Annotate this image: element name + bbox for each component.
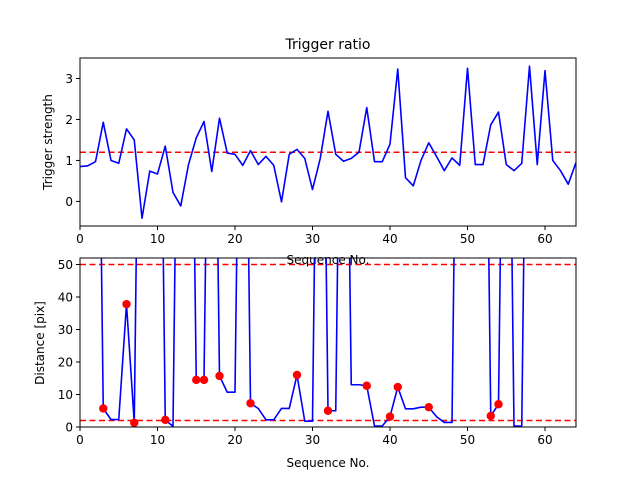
series-line (80, 65, 576, 220)
x-tick-label: 60 (537, 433, 552, 447)
y-tick-label: 0 (65, 421, 73, 435)
x-tick-label: 10 (150, 433, 165, 447)
data-point (424, 402, 433, 412)
x-tick-label: 20 (227, 433, 242, 447)
x-tick-label: 50 (460, 433, 475, 447)
data-point (130, 418, 139, 427)
y-tick-label: 10 (58, 388, 73, 402)
distance-chart: Distance [pix] Sequence No. 0 10 20 30 40 50 6… (33, 257, 577, 470)
axes-frame (79, 257, 577, 428)
y-tick-label: 1 (65, 154, 73, 168)
y-tick-label: 40 (58, 291, 73, 305)
x-tick-label: 30 (305, 232, 320, 246)
x-tick-label: 20 (227, 232, 242, 246)
y-tick-label: 0 (65, 195, 73, 209)
data-point (122, 299, 131, 309)
data-point (199, 375, 209, 385)
plot-area (80, 65, 576, 220)
x-tick-label: 0 (76, 232, 84, 246)
data-point (323, 406, 333, 415)
y-tick-label: 30 (58, 323, 73, 337)
x-tick-label: 50 (460, 232, 475, 246)
x-axis-label: Sequence No. (287, 253, 370, 267)
data-point (362, 381, 371, 390)
plot-area (80, 258, 576, 427)
y-tick-label: 50 (58, 258, 73, 272)
data-point (494, 400, 503, 409)
x-tick-label: 40 (382, 433, 397, 447)
data-point (99, 404, 108, 413)
x-tick-label: 60 (537, 232, 552, 246)
data-point (292, 370, 302, 380)
x-tick-label: 40 (382, 232, 397, 246)
y-tick-label: 3 (65, 72, 73, 86)
y-axis-label: Trigger strength (41, 94, 55, 191)
data-point (192, 375, 201, 385)
x-tick-label: 0 (76, 433, 84, 447)
chart-title: Trigger ratio (284, 37, 370, 53)
data-point (393, 382, 402, 392)
y-axis-label: Distance [pix] (33, 301, 47, 385)
x-tick-label: 10 (150, 232, 165, 246)
data-point (385, 412, 395, 421)
x-tick-label: 30 (305, 433, 320, 447)
y-tick-label: 20 (58, 356, 73, 370)
data-point (486, 411, 495, 421)
data-point (215, 371, 224, 381)
data-point (161, 415, 170, 425)
y-tick-label: 2 (65, 113, 73, 127)
data-point (246, 399, 255, 408)
axes-frame (79, 57, 577, 227)
trigger-ratio-chart: Trigger ratio Trigger strength Sequence … (41, 37, 577, 267)
x-axis-label: Sequence No. (287, 456, 370, 470)
